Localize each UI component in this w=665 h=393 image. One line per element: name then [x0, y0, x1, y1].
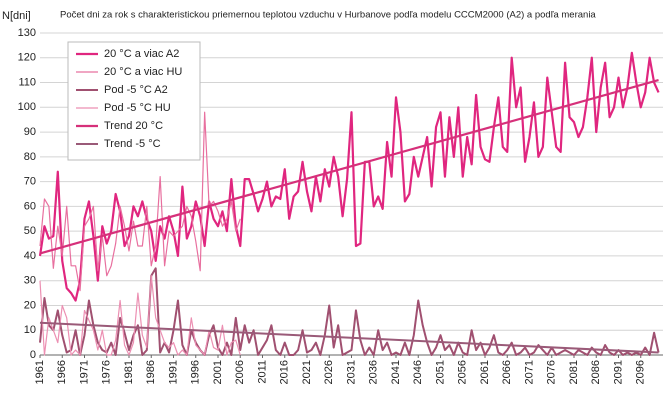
x-tick-label: 2006	[234, 360, 246, 384]
x-tick-label: 1966	[56, 360, 68, 384]
legend-label: Trend -5 °C	[104, 138, 161, 150]
y-axis-label: N[dni]	[2, 10, 31, 22]
x-tick-label: 1991	[167, 360, 179, 384]
x-tick-label: 2086	[590, 360, 602, 384]
y-tick-label: 0	[30, 349, 36, 361]
y-tick-label: 70	[24, 176, 36, 188]
x-tick-label: 2021	[301, 360, 313, 384]
legend-label: Pod -5 °C A2	[104, 84, 168, 96]
x-tick-label: 1996	[190, 360, 202, 384]
x-tick-label: 2071	[523, 360, 535, 384]
y-tick-label: 90	[24, 126, 36, 138]
y-tick-label: 130	[18, 27, 36, 39]
series-line	[38, 51, 660, 302]
chart-title: Počet dni za rok s charakteristickou pri…	[60, 10, 596, 21]
y-tick-label: 30	[24, 275, 36, 287]
x-tick-label: 2026	[323, 360, 335, 384]
x-tick-label: 2091	[612, 360, 624, 384]
x-tick-label: 2046	[412, 360, 424, 384]
x-tick-label: 2011	[256, 360, 268, 384]
legend: 20 °C a viac A2 20 °C a viac HU Pod -5 °C …	[67, 41, 201, 161]
x-tick-label: 2036	[368, 360, 380, 384]
y-tick-label: 110	[18, 76, 36, 88]
x-tick-label: 2031	[345, 360, 357, 384]
series-line	[39, 275, 241, 356]
y-tick-label: 60	[24, 200, 36, 212]
legend-box	[67, 41, 201, 161]
x-tick-label: 2056	[457, 360, 469, 384]
y-tick-label: 100	[18, 101, 36, 113]
x-tick-label: 2076	[546, 360, 558, 384]
x-tick-label: 2096	[635, 360, 647, 384]
x-tick-label: 1986	[145, 360, 157, 384]
y-tick-label: 20	[24, 299, 36, 311]
x-tick-label: 2016	[279, 360, 291, 384]
x-tick-label: 2041	[390, 360, 402, 384]
y-tick-label: 120	[18, 52, 36, 64]
series-line	[39, 111, 241, 292]
x-tick-label: 2081	[568, 360, 580, 384]
series-line	[39, 321, 659, 354]
legend-label: 20 °C a viac A2	[104, 48, 179, 60]
series-line	[39, 79, 659, 255]
y-tick-label: 80	[24, 151, 36, 163]
legend-label: 20 °C a viac HU	[104, 66, 182, 78]
x-tick-label: 2061	[479, 360, 491, 384]
x-tick-label: 1961	[34, 360, 46, 384]
x-tick-label: 2051	[434, 360, 446, 384]
y-tick-label: 10	[24, 324, 36, 336]
y-tick-label: 40	[24, 250, 36, 262]
legend-label: Trend 20 °C	[104, 120, 163, 132]
x-tick-label: 1971	[78, 360, 90, 384]
x-tick-label: 1976	[101, 360, 113, 384]
x-tick-label: 1981	[123, 360, 135, 384]
legend-label: Pod -5 °C HU	[104, 102, 171, 114]
x-tick-label: 2066	[501, 360, 513, 384]
x-tick-label: 2001	[212, 360, 224, 384]
y-tick-label: 50	[24, 225, 36, 237]
series-line	[39, 267, 660, 356]
